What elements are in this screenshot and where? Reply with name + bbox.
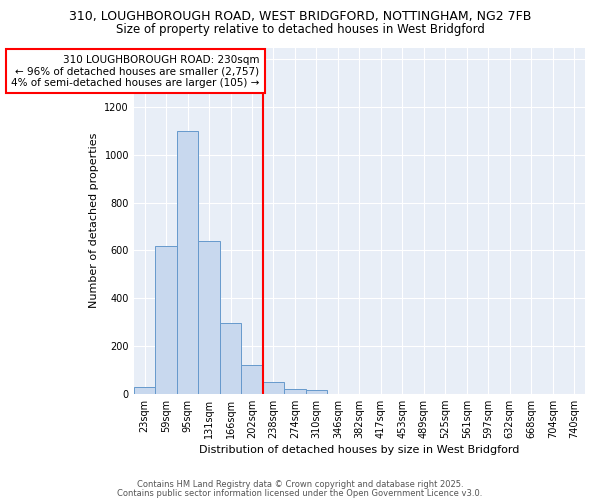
Y-axis label: Number of detached properties: Number of detached properties [89,133,99,308]
Text: Contains public sector information licensed under the Open Government Licence v3: Contains public sector information licen… [118,488,482,498]
Bar [198,241,220,394]
X-axis label: Distribution of detached houses by size in West Bridgford: Distribution of detached houses by size … [199,445,520,455]
Text: Size of property relative to detached houses in West Bridgford: Size of property relative to detached ho… [116,22,484,36]
Text: Contains HM Land Registry data © Crown copyright and database right 2025.: Contains HM Land Registry data © Crown c… [137,480,463,489]
Bar [284,389,306,394]
Text: 310 LOUGHBOROUGH ROAD: 230sqm
← 96% of detached houses are smaller (2,757)
4% of: 310 LOUGHBOROUGH ROAD: 230sqm ← 96% of d… [11,54,260,88]
Bar [134,387,155,394]
Bar [306,390,327,394]
Bar [263,382,284,394]
Bar [177,131,198,394]
Bar [155,246,177,394]
Text: 310, LOUGHBOROUGH ROAD, WEST BRIDGFORD, NOTTINGHAM, NG2 7FB: 310, LOUGHBOROUGH ROAD, WEST BRIDGFORD, … [69,10,531,23]
Bar [241,365,263,394]
Bar [220,324,241,394]
